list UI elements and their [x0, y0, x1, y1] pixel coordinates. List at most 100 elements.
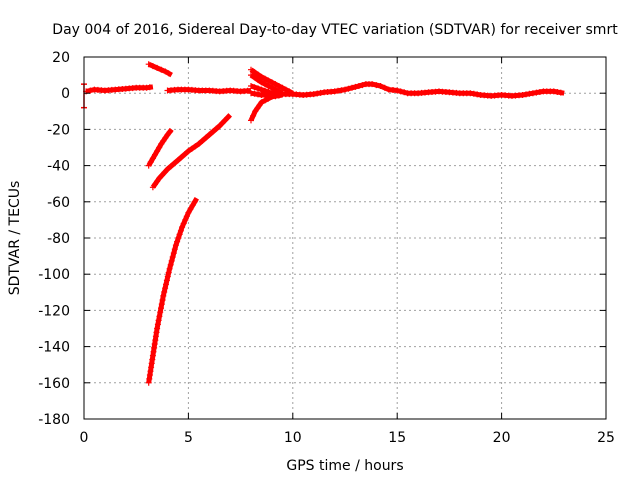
data-point — [171, 246, 178, 253]
y-tick-label: -180 — [38, 412, 70, 428]
data-point — [163, 277, 170, 284]
data-point — [175, 235, 182, 241]
data-point — [160, 137, 167, 144]
y-tick-label: 0 — [61, 86, 70, 102]
data-point — [397, 88, 404, 95]
data-point — [213, 125, 220, 132]
data-point — [154, 64, 161, 71]
data-point — [248, 117, 254, 124]
data-point — [167, 261, 174, 268]
data-point — [156, 175, 163, 182]
data-point — [154, 325, 161, 332]
y-tick-label: -40 — [47, 159, 70, 175]
x-axis-label: GPS time / hours — [286, 458, 403, 474]
y-axis-label: SDTVAR / TECUs — [7, 181, 23, 296]
data-point — [182, 216, 189, 223]
data-point — [255, 76, 261, 83]
y-tick-label: -140 — [38, 340, 70, 356]
x-tick-label: 10 — [284, 430, 302, 446]
data-point — [224, 114, 231, 121]
y-tick-label: 20 — [52, 50, 70, 66]
data-point — [158, 301, 165, 308]
data-point — [526, 90, 533, 97]
data-point — [159, 297, 166, 303]
data-point — [258, 99, 265, 106]
data-point — [202, 134, 209, 141]
data-point — [255, 85, 261, 92]
data-point — [178, 154, 185, 161]
series-7 — [248, 92, 283, 124]
data-point — [262, 81, 268, 88]
data-point — [467, 90, 474, 97]
data-series — [81, 61, 565, 386]
data-point — [262, 97, 268, 104]
data-point — [185, 209, 192, 216]
data-point — [342, 86, 348, 93]
data-point — [262, 75, 268, 82]
data-point — [171, 160, 178, 167]
series-line — [249, 73, 284, 96]
y-tick-label: -100 — [38, 267, 70, 283]
data-point — [165, 269, 172, 276]
series-10 — [145, 196, 199, 386]
data-point — [183, 213, 190, 220]
series-line — [146, 196, 199, 384]
x-tick-label: 15 — [388, 430, 406, 446]
data-point — [268, 79, 275, 86]
data-point — [209, 128, 216, 135]
data-point — [146, 84, 153, 91]
data-point — [265, 77, 272, 84]
data-point — [166, 265, 173, 272]
data-point — [373, 82, 380, 89]
data-point — [251, 74, 258, 81]
data-point — [250, 112, 257, 119]
data-point — [349, 84, 355, 91]
x-tick-label: 5 — [184, 430, 193, 446]
data-point — [159, 172, 165, 179]
data-point — [262, 87, 268, 94]
data-point — [168, 163, 174, 170]
data-point — [161, 289, 168, 295]
data-point — [265, 83, 272, 89]
data-point — [248, 90, 254, 97]
data-point — [282, 86, 289, 93]
data-point — [221, 117, 228, 124]
data-point — [265, 89, 272, 95]
data-point — [172, 242, 179, 249]
series-9 — [149, 113, 233, 191]
data-point — [185, 148, 192, 155]
data-point — [161, 169, 168, 176]
data-point — [352, 83, 359, 90]
data-point — [251, 84, 258, 91]
x-tick-label: 25 — [597, 430, 615, 446]
chart-title: Day 004 of 2016, Sidereal Day-to-day VTE… — [52, 22, 618, 38]
data-point — [192, 143, 199, 150]
data-point — [147, 159, 154, 165]
data-point — [268, 84, 275, 91]
data-point — [355, 83, 362, 89]
data-point — [179, 224, 186, 231]
data-point — [279, 84, 286, 91]
data-point — [275, 83, 282, 89]
data-point — [381, 84, 388, 91]
series-1 — [145, 61, 173, 78]
data-point — [152, 151, 158, 158]
x-tick-label: 0 — [80, 430, 89, 446]
data-point — [175, 157, 181, 164]
series-3 — [248, 81, 565, 99]
data-point — [162, 285, 169, 292]
data-point — [164, 166, 171, 173]
data-point — [191, 198, 198, 205]
data-point — [156, 144, 163, 151]
data-point — [244, 87, 251, 94]
data-point — [169, 254, 176, 260]
series-8 — [145, 127, 174, 169]
data-point — [158, 66, 165, 73]
data-point — [157, 309, 164, 316]
data-point — [255, 71, 261, 78]
data-point — [258, 73, 265, 80]
data-point — [394, 87, 401, 94]
y-tick-label: -60 — [47, 195, 70, 211]
y-tick-label: -20 — [47, 122, 70, 138]
